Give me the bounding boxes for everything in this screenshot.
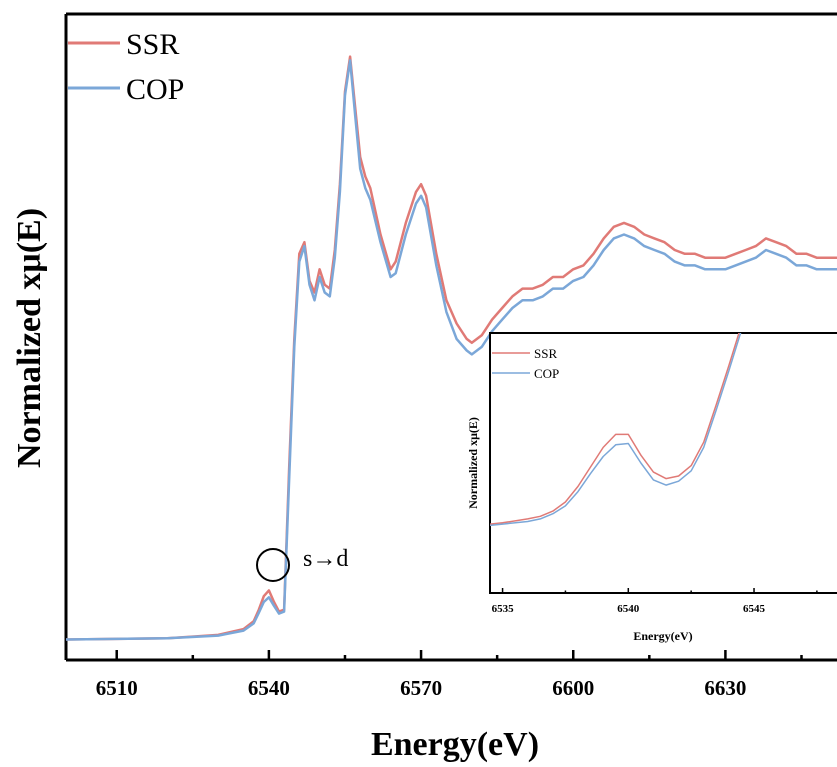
main-x-tick-label: 6630 xyxy=(704,676,746,700)
main-series-cop xyxy=(66,59,837,641)
inset-series-ssr xyxy=(490,333,740,525)
inset-x-tick-label: 6545 xyxy=(743,603,766,615)
legend-ssr-label: SSR xyxy=(126,28,179,61)
main-x-tick-label: 6570 xyxy=(400,676,442,700)
inset-chart: 6535 6540 6545 SSR COP Energy(eV) Normaliz… xyxy=(466,332,837,643)
main-y-axis-label: Normalized xμ(E) xyxy=(11,208,48,468)
inset-x-axis-label: Energy(eV) xyxy=(633,629,692,643)
main-x-ticks: 6510 6540 6570 6600 6630 xyxy=(96,650,803,700)
main-x-tick-label: 6600 xyxy=(552,676,594,700)
inset-series-group xyxy=(490,333,742,527)
pre-edge-annotation: s→d xyxy=(256,546,348,582)
main-series-group xyxy=(66,55,837,641)
annotation-text: s→d xyxy=(303,546,348,572)
inset-series-cop xyxy=(490,333,742,527)
inset-x-ticks: 6535 6540 6545 xyxy=(492,588,818,615)
pre-edge-circle xyxy=(256,548,290,582)
inset-x-tick-label: 6540 xyxy=(617,603,640,615)
inset-x-tick-label: 6535 xyxy=(492,603,515,615)
inset-frame xyxy=(489,332,837,594)
main-x-tick-label: 6540 xyxy=(248,676,290,700)
main-x-axis-label: Energy(eV) xyxy=(371,726,539,763)
inset-y-axis-label: Normalized xμ(E) xyxy=(466,417,480,509)
main-plot-area: 6510 6540 6570 6600 6630 xyxy=(64,12,837,700)
inset-legend-cop-label: COP xyxy=(534,366,559,381)
inset-legend: SSR COP xyxy=(492,346,559,381)
main-legend: SSR COP xyxy=(68,28,184,106)
legend-cop-label: COP xyxy=(126,73,184,106)
main-x-tick-label: 6510 xyxy=(96,676,138,700)
inset-legend-ssr-label: SSR xyxy=(534,346,557,361)
